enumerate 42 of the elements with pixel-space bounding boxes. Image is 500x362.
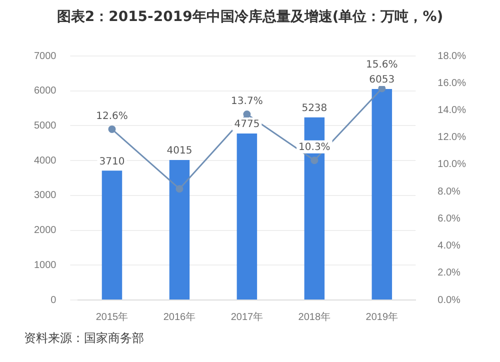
y2-tick-label: 4.0%	[438, 240, 461, 252]
y-tick-label: 3000	[34, 190, 57, 202]
data-label: 4775	[234, 119, 260, 130]
chart-title: 图表2：2015-2019年中国冷库总量及增速(单位：万吨，%)	[56, 8, 444, 26]
y-tick-label: 7000	[34, 50, 57, 62]
y-tick-label: 6000	[34, 86, 57, 97]
data-label: 12.6%	[96, 110, 128, 122]
data-label: 6053	[369, 74, 395, 86]
bar	[169, 160, 190, 300]
data-label: 4015	[166, 146, 192, 157]
text: 资料来源：国家商务部	[24, 330, 144, 347]
point	[243, 110, 251, 118]
y-tick-label: 2000	[34, 225, 57, 236]
data-label: 15.6%	[366, 60, 398, 71]
y2-tick-label: 12.0%	[438, 132, 466, 144]
bar	[236, 134, 258, 300]
y-tick-label: 5000	[34, 120, 57, 132]
y2-tick-label: 16.0%	[438, 78, 466, 89]
y2-tick-label: 2.0%	[438, 268, 461, 279]
x-tick-label: 2016年	[163, 310, 196, 323]
point	[176, 185, 184, 193]
point	[310, 156, 318, 164]
x-tick-label: 2017年	[230, 310, 264, 323]
y2-tick-label: 10.0%	[438, 159, 466, 170]
y2-tick-label: 6.0%	[438, 213, 461, 224]
y2-tick-label: 0.0%	[438, 294, 461, 306]
x-tick-label: 2015年	[96, 310, 128, 323]
y-tick-label: 4000	[34, 155, 57, 166]
point	[108, 125, 116, 133]
x-tick-label: 2019年	[366, 310, 398, 323]
y-tick-label: 1000	[34, 260, 57, 271]
bar	[102, 170, 122, 300]
data-label: 5238	[302, 103, 328, 114]
bar	[372, 89, 392, 300]
data-label: 10.3%	[298, 142, 330, 153]
data-label: 3710	[99, 156, 125, 168]
y-tick-label: 0	[50, 294, 57, 306]
y2-tick-label: 14.0%	[438, 104, 466, 116]
x-tick-label: 2018年	[298, 310, 331, 323]
data-label: 13.7%	[231, 96, 263, 107]
y2-tick-label: 18.0%	[438, 50, 466, 62]
y2-tick-label: 8.0%	[438, 186, 461, 198]
